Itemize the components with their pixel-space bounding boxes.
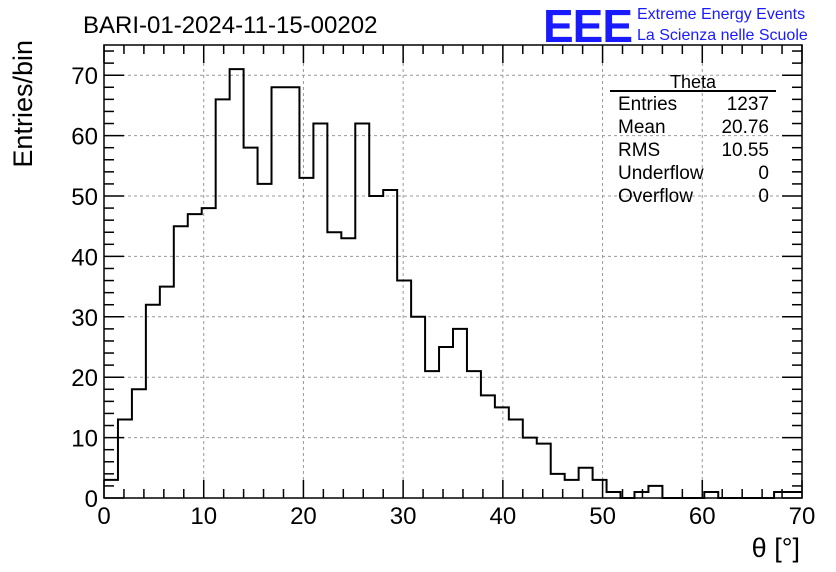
- eee-logo-line1: Extreme Energy Events: [637, 6, 805, 23]
- y-tick-label: 10: [71, 426, 98, 453]
- eee-logo: EEE Extreme Energy Events La Scienza nel…: [543, 0, 808, 52]
- stats-label: RMS: [618, 140, 660, 161]
- x-tick-label: 30: [390, 503, 417, 530]
- stats-label: Entries: [618, 94, 677, 115]
- y-tick-label: 20: [71, 365, 98, 392]
- x-tick-label: 20: [290, 503, 317, 530]
- y-tick-label: 30: [71, 305, 98, 332]
- stats-value: 20.76: [721, 117, 769, 138]
- stats-label: Underflow: [618, 163, 704, 184]
- stats-value: 1237: [727, 94, 769, 115]
- y-tick-label: 40: [71, 244, 98, 271]
- stats-box: Theta Entries 1237 Mean 20.76 RMS 10.55 Underf…: [610, 72, 776, 207]
- x-tick-label: 0: [97, 503, 110, 530]
- y-tick-label: 70: [71, 63, 98, 90]
- stats-value: 0: [758, 186, 769, 207]
- y-tick-label: 60: [71, 124, 98, 151]
- y-tick-label: 50: [71, 184, 98, 211]
- stats-value: 0: [758, 163, 769, 184]
- x-tick-label: 70: [789, 503, 816, 530]
- plot-frame: [103, 44, 803, 499]
- histogram-line: [104, 68, 802, 499]
- eee-logo-letters: EEE: [543, 0, 632, 52]
- stats-value: 10.55: [721, 140, 769, 161]
- grid: [104, 45, 802, 498]
- stats-title: Theta: [670, 72, 717, 92]
- x-tick-label: 10: [190, 503, 217, 530]
- y-tick-label: 0: [85, 486, 98, 513]
- axis-ticks: [103, 45, 803, 499]
- x-tick-label: 50: [589, 503, 616, 530]
- stats-label: Overflow: [618, 186, 693, 207]
- x-tick-label: 60: [689, 503, 716, 530]
- eee-logo-line2: La Scienza nelle Scuole: [637, 27, 808, 44]
- x-tick-labels: 0 10 20 30 40 50 60 70: [97, 503, 815, 530]
- chart-title: BARI-01-2024-11-15-00202: [83, 12, 377, 39]
- stats-rows: Entries 1237 Mean 20.76 RMS 10.55 Underflow 0 Ov…: [618, 94, 769, 207]
- y-tick-labels: 0 10 20 30 40 50 60 70: [71, 63, 98, 513]
- x-axis-title: θ [°]: [752, 533, 800, 563]
- x-tick-label: 40: [490, 503, 517, 530]
- stats-label: Mean: [618, 117, 666, 138]
- y-axis-title: Entries/bin: [8, 40, 38, 168]
